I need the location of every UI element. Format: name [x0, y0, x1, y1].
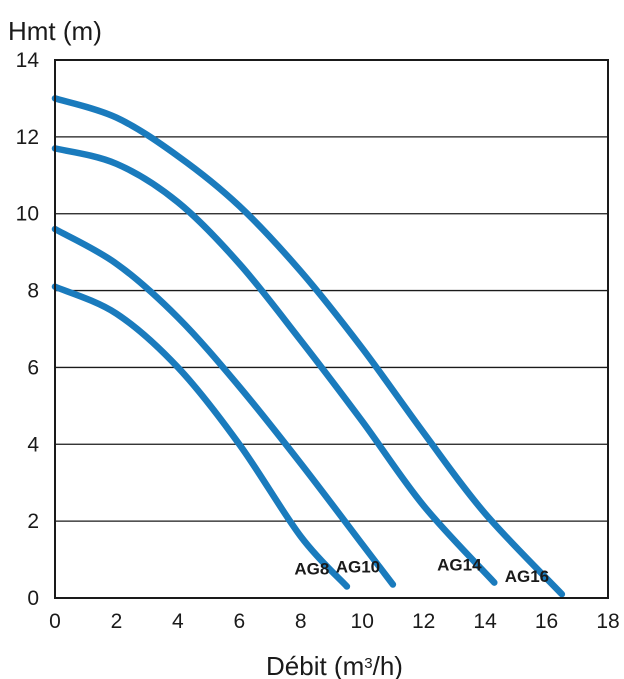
- x-tick-18: 18: [596, 610, 619, 633]
- x-tick-14: 14: [473, 610, 497, 633]
- y-tick-labels: 0 2 4 6 8 10 12 14: [16, 49, 40, 610]
- y-tick-4: 4: [27, 433, 39, 456]
- y-tick-0: 0: [27, 587, 39, 610]
- y-tick-14: 14: [16, 49, 40, 72]
- curve-ag10: [51, 225, 397, 588]
- x-axis-title-superscript: 3: [364, 655, 372, 672]
- x-tick-0: 0: [49, 610, 61, 633]
- x-tick-16: 16: [535, 610, 558, 633]
- curve-ag16: [51, 95, 566, 598]
- curve-label-ag14: AG14: [437, 556, 482, 575]
- y-tick-8: 8: [27, 280, 39, 303]
- y-tick-12: 12: [16, 126, 39, 149]
- y-tick-10: 10: [16, 203, 39, 226]
- curve-ag14: [51, 145, 498, 586]
- y-axis-title: Hmt (m): [8, 16, 102, 46]
- curve-ag8: [51, 283, 351, 590]
- curves: [51, 95, 566, 598]
- curve-label-ag8: AG8: [294, 559, 329, 578]
- x-tick-labels: 0 2 4 6 8 10 12 14 16 18: [49, 610, 620, 633]
- x-axis-title: Débit (m3/h): [266, 651, 403, 679]
- x-tick-6: 6: [233, 610, 245, 633]
- x-tick-8: 8: [295, 610, 307, 633]
- x-tick-2: 2: [111, 610, 123, 633]
- x-tick-4: 4: [172, 610, 184, 633]
- curve-labels: AG8 AG10 AG14 AG16: [294, 556, 549, 587]
- x-tick-12: 12: [412, 610, 435, 633]
- x-tick-10: 10: [351, 610, 374, 633]
- x-axis-title-main: Débit (m: [266, 651, 364, 679]
- plot-frame: [54, 59, 609, 599]
- curve-label-ag10: AG10: [336, 558, 380, 577]
- x-axis-title-end: /h): [373, 651, 403, 679]
- y-tick-2: 2: [27, 510, 39, 533]
- y-tick-6: 6: [27, 356, 39, 379]
- curve-label-ag16: AG16: [505, 567, 549, 586]
